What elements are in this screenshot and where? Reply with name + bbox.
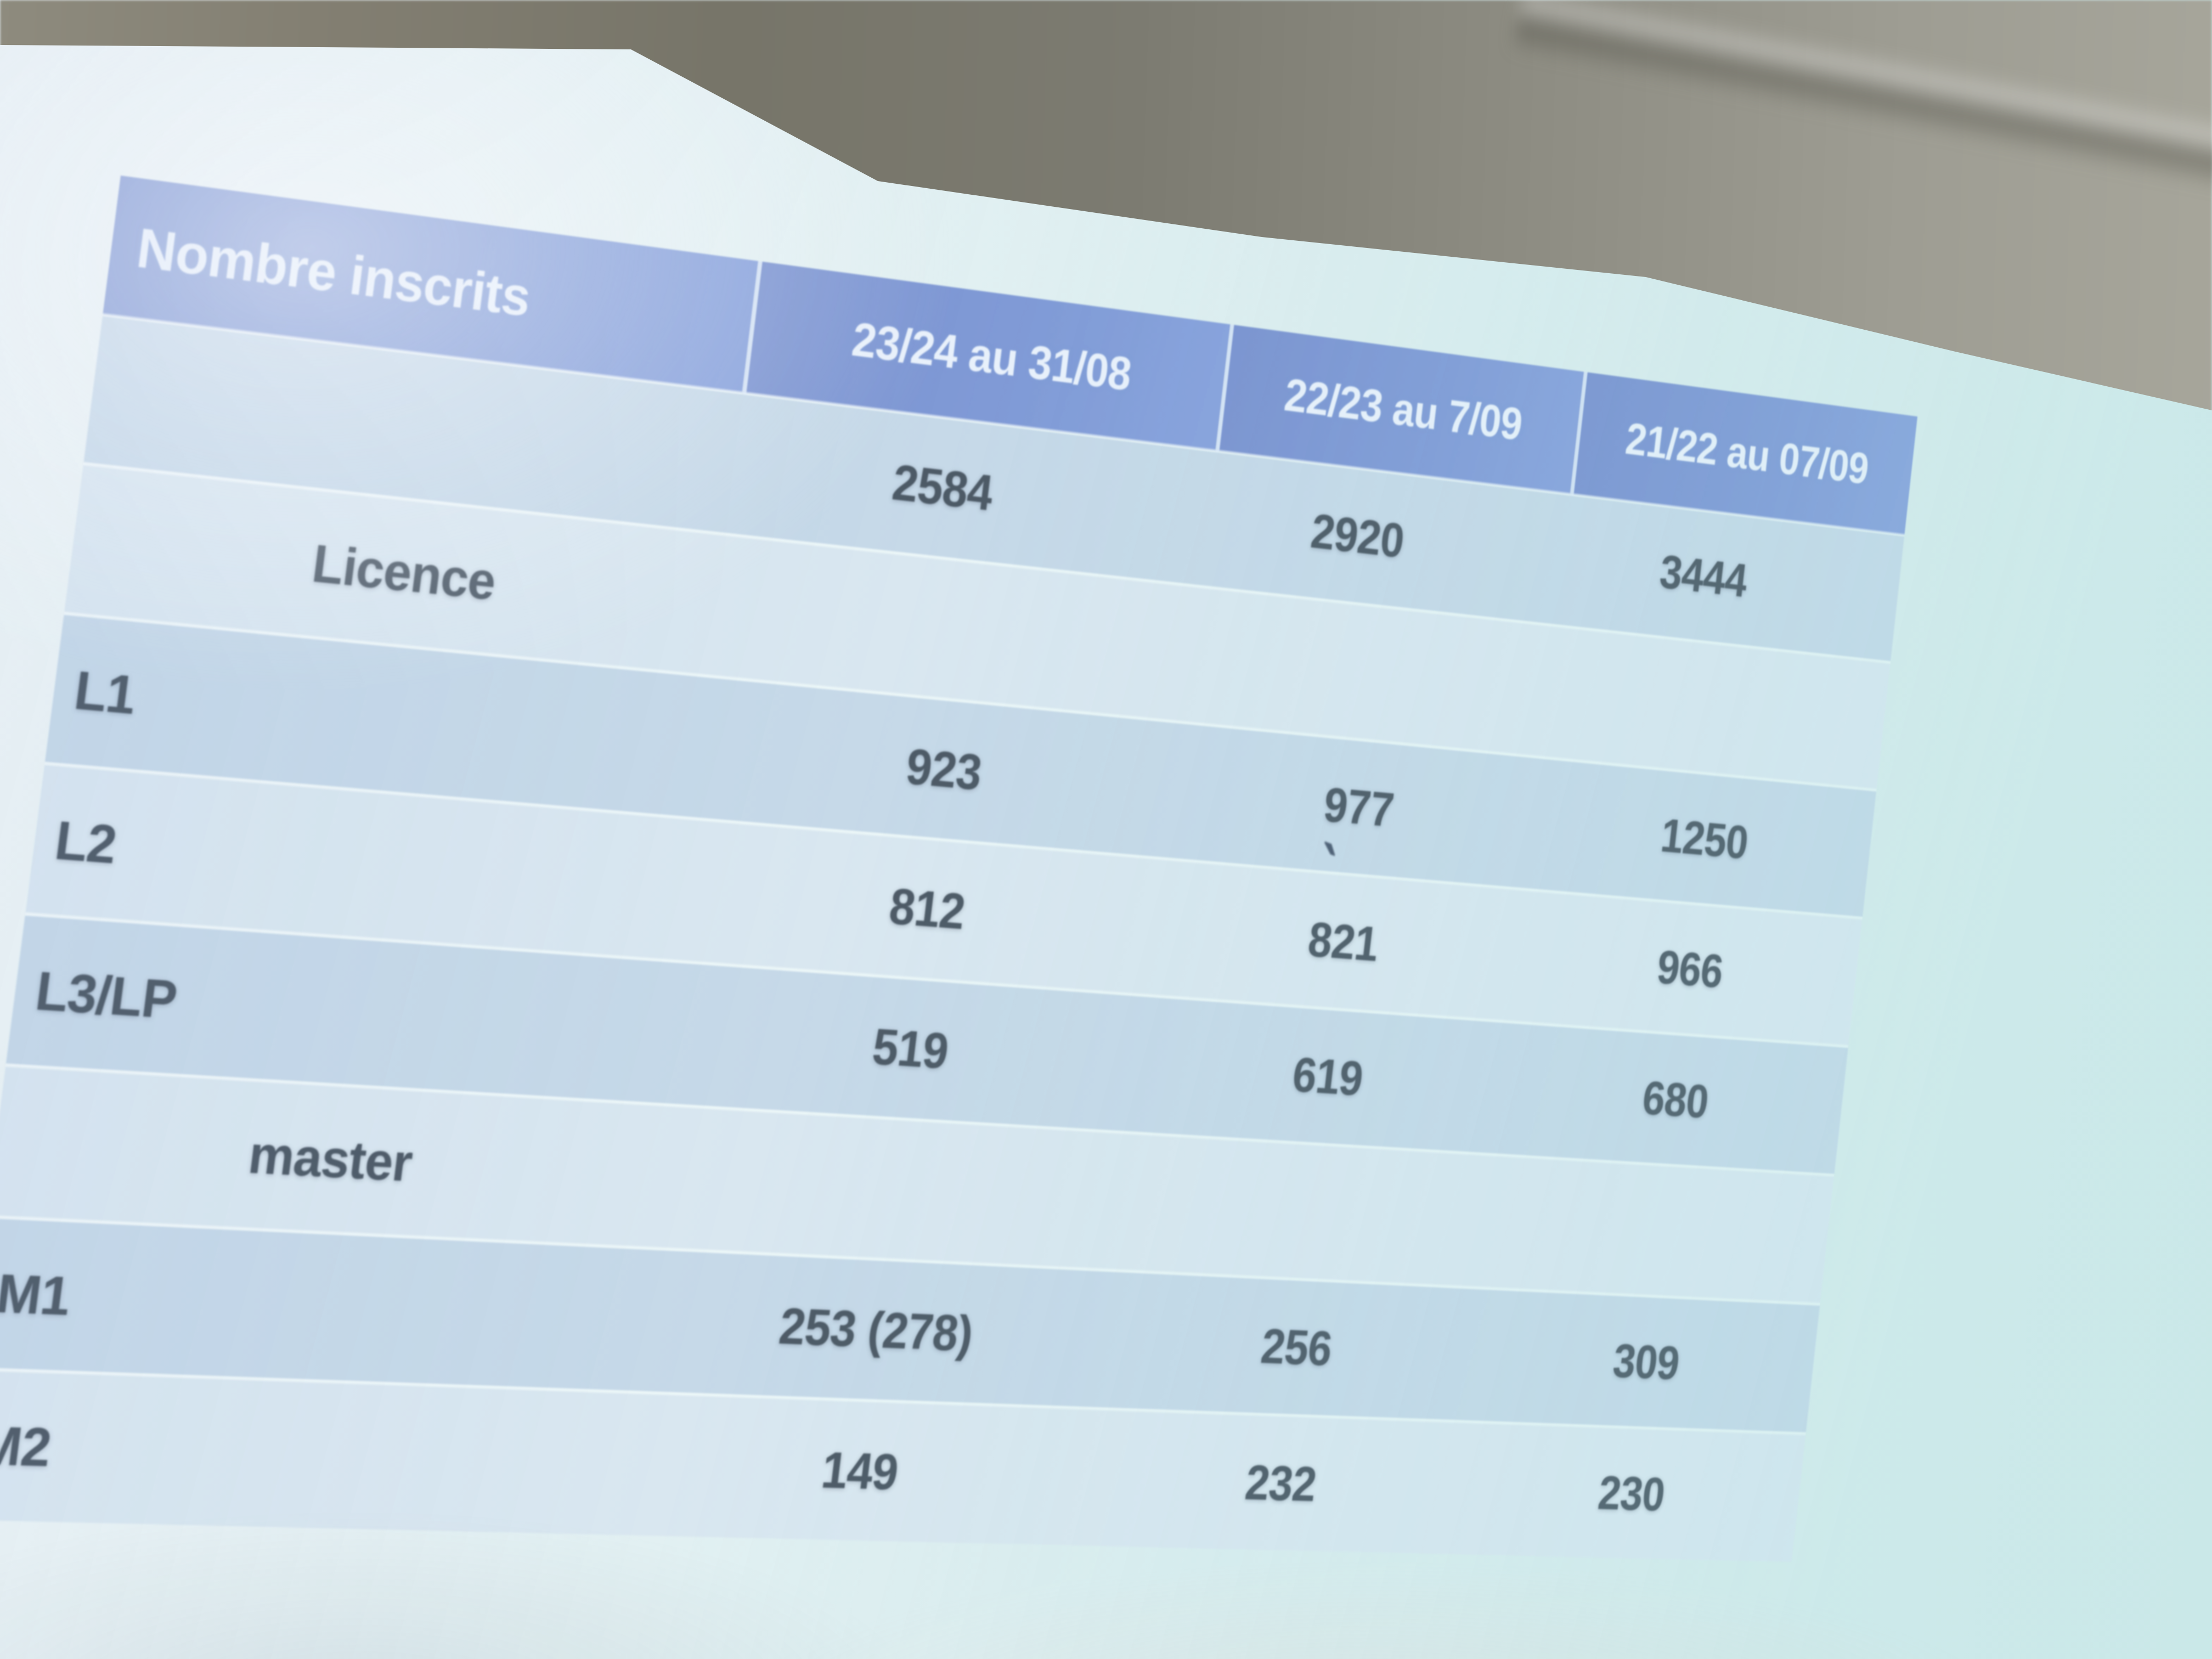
value-cell: 230 <box>1452 1421 1806 1562</box>
row-label: M1 <box>0 1216 640 1392</box>
value-cell: 256 <box>1104 1271 1482 1422</box>
value-cell: 309 <box>1466 1288 1820 1434</box>
enrollment-table: Nombre inscrits 23/24 au 31/08 22/23 au … <box>0 176 1918 1562</box>
table-body: 2584 2920 3444 Licence L1 923 977 1250 L… <box>0 314 1905 1562</box>
value-cell: 253 (278) <box>622 1248 1121 1409</box>
value-cell: 149 <box>604 1391 1105 1546</box>
value-cell: 232 <box>1088 1409 1467 1554</box>
value-cell <box>639 1104 1137 1271</box>
value-cell: 619 <box>1137 996 1513 1155</box>
value-cell: 680 <box>1497 1022 1849 1176</box>
value-cell <box>1482 1155 1835 1305</box>
projected-slide: Nombre inscrits 23/24 au 31/08 22/23 au … <box>0 176 1918 1562</box>
value-cell <box>1121 1133 1497 1288</box>
row-label: M2 <box>0 1368 622 1535</box>
